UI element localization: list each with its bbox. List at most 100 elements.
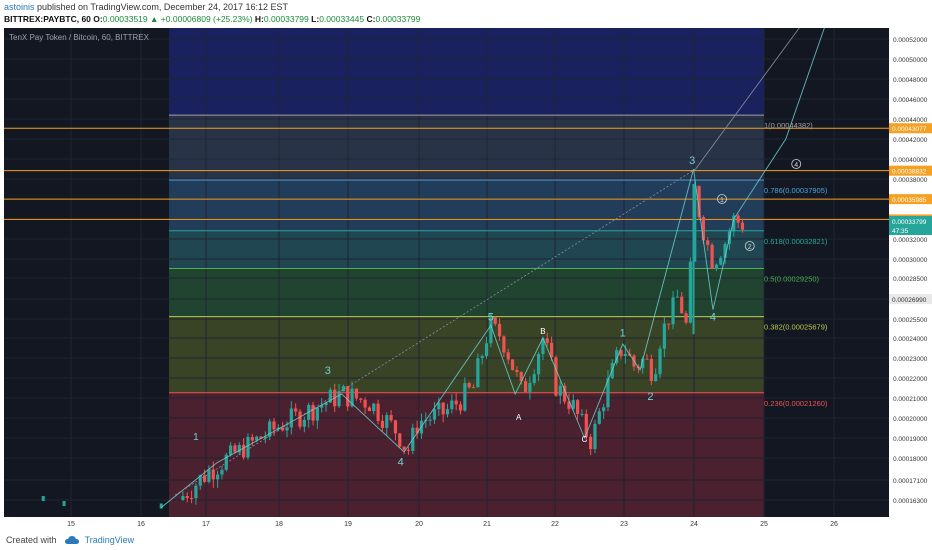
price-chart[interactable]: 1(0.00044382) 0.786(0.00037905) 0.618(0.00… <box>4 0 932 530</box>
price-tag <box>889 216 932 227</box>
close-value: 0.00033799 <box>375 14 421 24</box>
candle-body <box>580 413 584 415</box>
price-tag-label: 0.00038832 <box>892 169 927 176</box>
candle-body <box>259 436 263 439</box>
fib-zone <box>169 115 764 180</box>
fib-level-label: 0.236(0.00021260) <box>764 399 828 408</box>
price-tag <box>889 165 932 176</box>
fib-zone <box>169 230 764 269</box>
low-value: 0.00033445 <box>319 14 365 24</box>
price-tick-label: 0.00017100 <box>893 478 928 485</box>
candle-body <box>432 409 437 420</box>
candle-body <box>675 296 679 298</box>
time-tick-label: 15 <box>67 521 75 528</box>
wave-circle <box>791 159 802 169</box>
candle-body <box>563 385 567 402</box>
high-label: H: <box>254 14 264 24</box>
candle-body <box>220 469 224 475</box>
candle-body <box>62 501 66 506</box>
candle-body <box>415 427 419 434</box>
price-axis-panel[interactable] <box>889 28 932 530</box>
fib-level-label: 0.382(0.00025679) <box>764 323 828 332</box>
candle-body <box>723 243 727 258</box>
trend-line <box>695 0 821 170</box>
candle-body <box>736 215 740 223</box>
candle-body <box>272 421 276 430</box>
price-tick-label: 0.00046000 <box>893 97 928 104</box>
price-tick-label: 0.00048000 <box>893 77 928 84</box>
extension-zone <box>169 28 764 116</box>
candle-body <box>615 350 619 364</box>
candle-body <box>467 383 471 388</box>
tradingview-brand[interactable]: TradingView <box>84 535 135 545</box>
candle-body <box>528 382 532 392</box>
candle-body <box>558 385 562 396</box>
candle-body <box>289 408 293 428</box>
candle-body <box>480 356 484 359</box>
candle-body <box>719 257 723 265</box>
price-tick-label: 0.00044000 <box>893 117 928 124</box>
candle-body <box>194 485 198 499</box>
fib-zone <box>169 268 764 317</box>
candle-body <box>714 264 719 269</box>
chart-title: TenX Pay Token / Bitcoin, 60, BITTREX <box>9 33 150 42</box>
change-value: ▲ +0.00006809 (+25.23%) <box>150 14 253 24</box>
candle-body <box>497 323 502 337</box>
price-tick-label: 0.00018000 <box>893 456 928 463</box>
time-tick-label: 25 <box>760 521 768 528</box>
close-label: C: <box>366 14 376 24</box>
candle-body <box>393 420 398 434</box>
wave-label: 2 <box>748 244 752 251</box>
time-tick-label: 18 <box>275 521 283 528</box>
candle-body <box>502 336 506 353</box>
price-tag <box>889 194 932 205</box>
candle-body <box>484 343 489 357</box>
candle-body <box>602 407 606 412</box>
time-tick-label: 24 <box>690 521 698 528</box>
fib-zone <box>169 316 764 393</box>
time-axis-panel[interactable] <box>4 517 889 530</box>
fib-level-label: 0.786(0.00037905) <box>764 186 828 195</box>
candle-body <box>389 415 393 421</box>
candle-body <box>185 496 189 499</box>
candle-body <box>645 358 649 360</box>
candle-body <box>324 402 328 406</box>
candle-body <box>237 444 241 453</box>
price-tick-label: 0.00022000 <box>893 376 928 383</box>
time-tick-label: 23 <box>620 521 628 528</box>
candle-body <box>584 413 588 437</box>
open-label: O: <box>93 14 103 24</box>
wave-label: 1 <box>720 197 724 204</box>
price-tick-label: 0.00038000 <box>893 177 928 184</box>
candle-body <box>576 400 580 414</box>
candle-body <box>315 407 319 421</box>
candle-body <box>532 374 536 383</box>
candle-body <box>441 402 445 415</box>
candle-body <box>506 352 510 360</box>
ohlc-line: BITTREX:PAYBTC, 60 O:0.00033519 ▲ +0.000… <box>4 14 420 24</box>
chart-header: astoinis published on TradingView.com, D… <box>0 0 932 28</box>
candle-body <box>463 383 467 411</box>
candle-body <box>654 374 658 382</box>
wave-label: 4 <box>398 456 404 468</box>
chart-svg[interactable]: 1(0.00044382) 0.786(0.00037905) 0.618(0.00… <box>4 0 932 530</box>
price-tag-label: 0.00043077 <box>892 126 927 133</box>
wave-label: 1 <box>620 328 626 340</box>
candle-body <box>341 386 345 392</box>
wave-label: 4 <box>710 311 716 323</box>
price-tag-label: 0.00026990 <box>892 297 927 304</box>
candle-body <box>658 348 662 375</box>
time-tick-label: 26 <box>830 521 838 528</box>
candle-body <box>489 317 493 344</box>
candle-body <box>363 399 367 408</box>
wave-label: 3 <box>325 365 331 377</box>
fib-zone <box>169 179 764 231</box>
author-link[interactable]: astoinis <box>4 2 35 12</box>
candle-body <box>549 342 554 358</box>
candle-body <box>294 408 298 412</box>
wave-circle <box>744 241 755 251</box>
candle-body <box>268 421 272 437</box>
price-tag-label: 0.00033799 <box>892 219 927 226</box>
candle-body <box>732 215 736 232</box>
candle-body <box>41 496 45 501</box>
